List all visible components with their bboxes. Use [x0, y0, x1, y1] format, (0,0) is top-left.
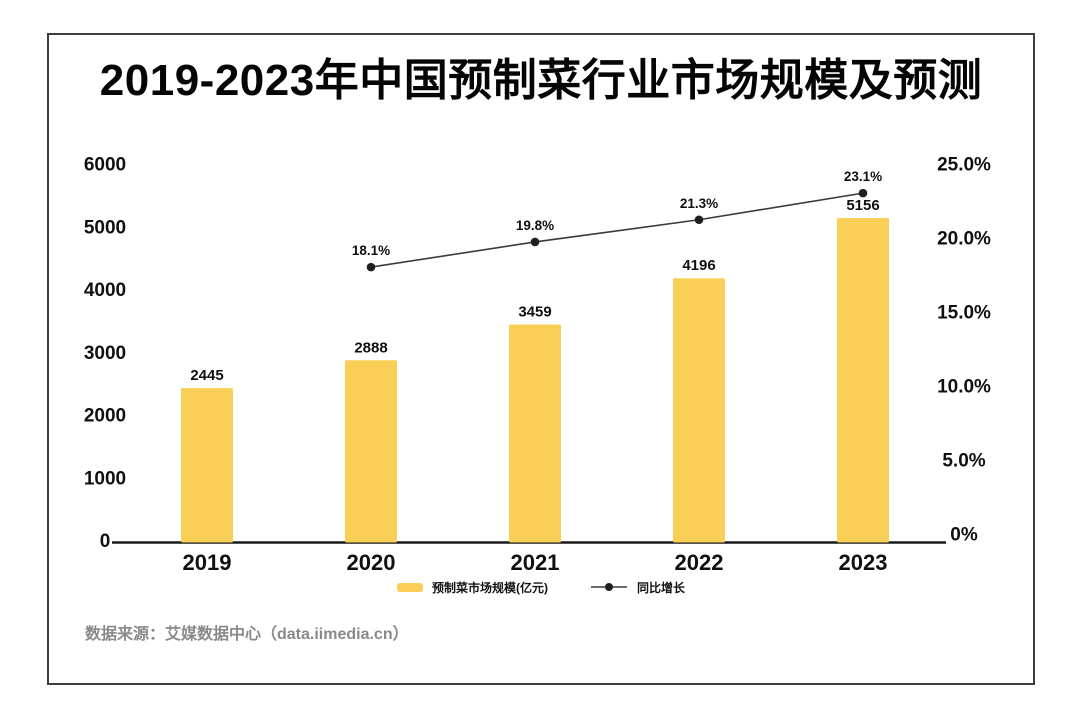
growth-value-label-2023: 23.1%: [844, 169, 882, 184]
y-axis-right-tick-label: 15.0%: [937, 303, 991, 324]
y-axis-left-tick-label: 4000: [84, 280, 126, 301]
growth-value-label-2022: 21.3%: [680, 196, 718, 211]
x-axis-label-2023: 2023: [839, 550, 888, 575]
growth-line: [370, 192, 864, 268]
growth-value-label-2020: 18.1%: [352, 243, 390, 258]
bar-value-label-2021: 3459: [518, 303, 551, 320]
legend-item-growth: 同比增长: [590, 579, 685, 596]
y-axis-left-tick-label: 3000: [84, 343, 126, 364]
data-source-note: 数据来源：艾媒数据中心（data.iimedia.cn）: [85, 626, 409, 643]
x-axis-label-2021: 2021: [511, 550, 560, 575]
bar-value-label-2020: 2888: [354, 339, 387, 356]
y-axis-left-tick-label: 0: [100, 531, 111, 552]
bar-value-label-2023: 5156: [846, 197, 879, 214]
bar-value-label-2022: 4196: [682, 257, 715, 274]
legend-label-growth: 同比增长: [636, 580, 685, 595]
chart-legend: 预制菜市场规模(亿元) 同比增长: [47, 576, 1035, 598]
growth-point-2020: [366, 262, 376, 272]
y-axis-right-tick-label: 20.0%: [937, 229, 991, 250]
x-axis-label-2020: 2020: [347, 550, 396, 575]
growth-point-2023: [858, 188, 868, 198]
bar-swatch-icon: [396, 582, 423, 592]
growth-value-label-2021: 19.8%: [516, 218, 554, 233]
bar-value-label-2019: 2445: [190, 367, 223, 384]
line-dot-marker-icon: [590, 583, 627, 591]
x-axis-label-2019: 2019: [183, 550, 232, 575]
legend-label-market-size: 预制菜市场规模(亿元): [431, 580, 548, 595]
bar-2020: [345, 360, 397, 543]
bar-2023: [837, 217, 889, 543]
y-axis-left-tick-label: 6000: [84, 155, 126, 176]
y-axis-left-tick-label: 5000: [84, 217, 126, 238]
y-axis-right-tick-label: 5.0%: [942, 451, 985, 472]
x-axis-label-2022: 2022: [675, 550, 724, 575]
bar-2022: [673, 278, 725, 543]
y-axis-left-tick-label: 2000: [84, 406, 126, 427]
growth-point-2021: [530, 237, 540, 247]
bar-2019: [181, 388, 233, 543]
bar-2021: [509, 324, 561, 543]
legend-dot: [604, 583, 613, 591]
y-axis-left-tick-label: 1000: [84, 468, 126, 489]
chart-title: 2019-2023年中国预制菜行业市场规模及预测: [99, 56, 983, 105]
legend-item-market-size: 预制菜市场规模(亿元): [396, 579, 548, 596]
y-axis-right-tick-label: 10.0%: [937, 377, 991, 398]
y-axis-right-tick-label: 0%: [950, 525, 978, 546]
growth-point-2022: [694, 215, 704, 225]
y-axis-right-tick-label: 25.0%: [937, 155, 991, 176]
